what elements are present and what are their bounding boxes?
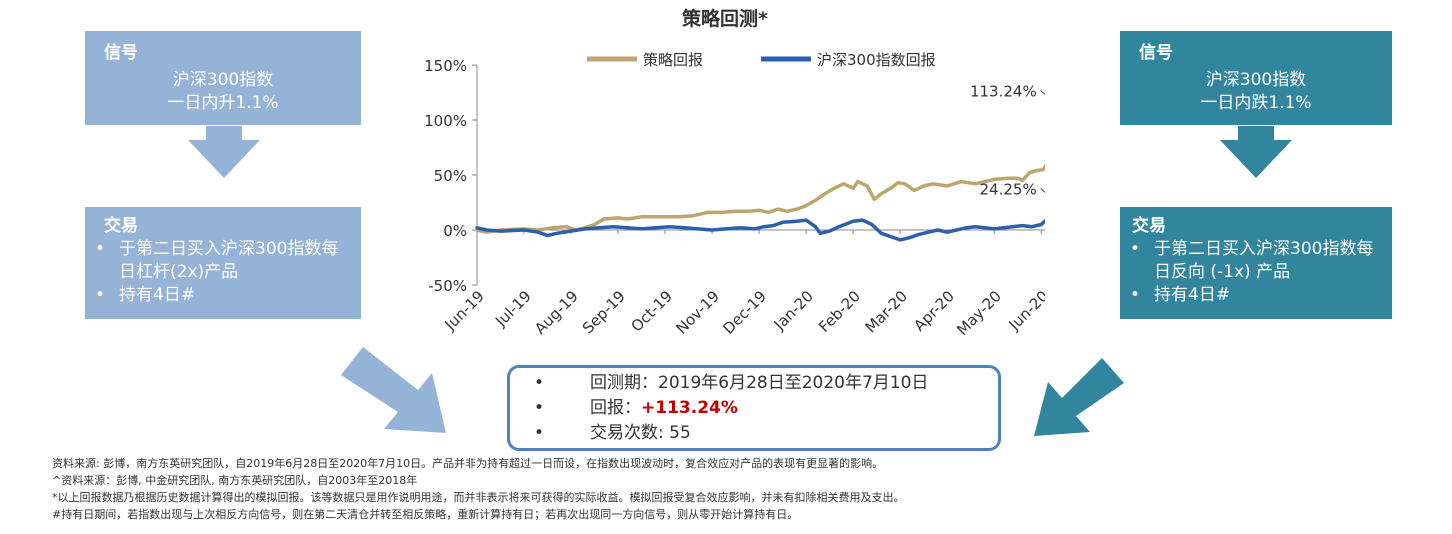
x-tick-label: Sep-19 — [579, 287, 629, 337]
right-trade-bullet-2: 持有4日# — [1120, 284, 1388, 307]
x-tick-label: Nov-19 — [672, 287, 722, 337]
x-tick-label: Jul-19 — [491, 287, 535, 331]
left-diagonal-arrow — [341, 347, 446, 433]
right-signal-header: 信号 — [1139, 43, 1173, 63]
series-line-strategy — [475, 163, 1045, 234]
right-signal-line1: 沪深300指数 — [1205, 70, 1307, 90]
summary-return-label: 回报： — [590, 398, 641, 418]
x-tick-label: May-20 — [953, 287, 1005, 339]
footnote-disclaimer: *以上回报数据乃根据历史数据计算得出的模拟回报。该等数据只是用作说明用途，而并非… — [52, 491, 905, 504]
summary-bullet: • — [534, 398, 545, 418]
summary-return-value: +113.24% — [641, 398, 738, 418]
x-tick-label: Oct-19 — [628, 287, 676, 335]
series-line-index — [475, 218, 1045, 242]
x-tick-label: Jan-20 — [770, 287, 817, 334]
annotation-leader — [1040, 187, 1045, 193]
y-tick-label: 100% — [424, 112, 467, 130]
y-tick-label: 0% — [443, 222, 467, 240]
left-trade-bullet-1: 于第二日买入沪深300指数每日杠杆(2x)产品 — [85, 238, 355, 284]
legend-label-index: 沪深300指数回报 — [817, 51, 936, 69]
backtest-line-chart: 策略回报 沪深300指数回报 -50% 0% 50% 100% 150% Jun-19 J… — [424, 51, 1045, 339]
x-tick-label: Jun-20 — [1005, 287, 1045, 334]
y-tick-label: 150% — [424, 57, 467, 75]
y-axis: -50% 0% 50% 100% 150% — [424, 57, 478, 295]
right-trade-bullet-1: 于第二日买入沪深300指数每日反向 (-1x) 产品 — [1120, 238, 1388, 284]
right-diagonal-arrow — [1034, 358, 1124, 436]
summary-bullet: • — [534, 373, 545, 393]
legend: 策略回报 沪深300指数回报 — [587, 51, 936, 69]
left-signal-line2: 一日内升1.1% — [167, 93, 279, 113]
annotation-label: 113.24% — [970, 82, 1037, 100]
footnote-source: 资料来源: 彭博，南方东英研究团队，自2019年6月28日至2020年7月10日… — [52, 457, 884, 470]
annotations: 113.24% 24.25% — [970, 82, 1045, 198]
annotation-leader — [1040, 90, 1045, 96]
footnote-holding: #持有日期间，若指数出现与上次相反方向信号，则在第二天清仓并转至相反策略，重新计… — [52, 508, 799, 521]
x-tick-label: Dec-19 — [719, 287, 770, 338]
footnote-source-alt: ^资料来源：彭博, 中金研究团队, 南方东英研究团队，自2003年至2018年 — [52, 474, 418, 487]
right-down-arrow — [1220, 126, 1292, 178]
annotation-label: 24.25% — [980, 180, 1037, 198]
y-tick-label: -50% — [428, 277, 467, 295]
x-axis: Jun-19 Jul-19Aug-19Sep-19Oct-19Nov-19Dec-… — [440, 229, 1045, 339]
summary-bullet: • — [534, 423, 545, 443]
series-group — [475, 163, 1045, 242]
x-tick-label: Aug-19 — [531, 287, 582, 338]
summary-trades: 交易次数: 55 — [590, 423, 691, 443]
footnotes: 资料来源: 彭博，南方东英研究团队，自2019年6月28日至2020年7月10日… — [52, 455, 1432, 523]
summary-period: 回测期：2019年6月28日至2020年7月10日 — [590, 373, 929, 393]
right-signal-line2: 一日内跌1.1% — [1200, 93, 1312, 113]
chart-title: 策略回测* — [682, 8, 768, 30]
right-trade-box: 交易 于第二日买入沪深300指数每日反向 (-1x) 产品 持有4日# — [1120, 207, 1392, 319]
x-tick-label: Mar-20 — [862, 287, 911, 336]
left-signal-header: 信号 — [104, 43, 138, 63]
legend-label-strategy: 策略回报 — [643, 51, 703, 69]
left-trade-bullet-2: 持有4日# — [85, 284, 355, 307]
y-tick-label: 50% — [434, 167, 467, 185]
x-tick-label: Feb-20 — [815, 287, 864, 336]
right-trade-header: 交易 — [1132, 216, 1166, 236]
x-tick-label: Apr-20 — [910, 287, 958, 335]
left-trade-header: 交易 — [104, 216, 138, 236]
left-down-arrow — [188, 126, 260, 178]
summary-box: • 回测期：2019年6月28日至2020年7月10日 • 回报：+113.24% … — [507, 365, 1001, 451]
left-trade-box: 交易 于第二日买入沪深300指数每日杠杆(2x)产品 持有4日# — [85, 207, 361, 319]
left-signal-line1: 沪深300指数 — [172, 70, 274, 90]
left-signal-box: 信号 沪深300指数 一日内升1.1% — [85, 31, 361, 125]
right-signal-box: 信号 沪深300指数 一日内跌1.1% — [1120, 31, 1392, 125]
